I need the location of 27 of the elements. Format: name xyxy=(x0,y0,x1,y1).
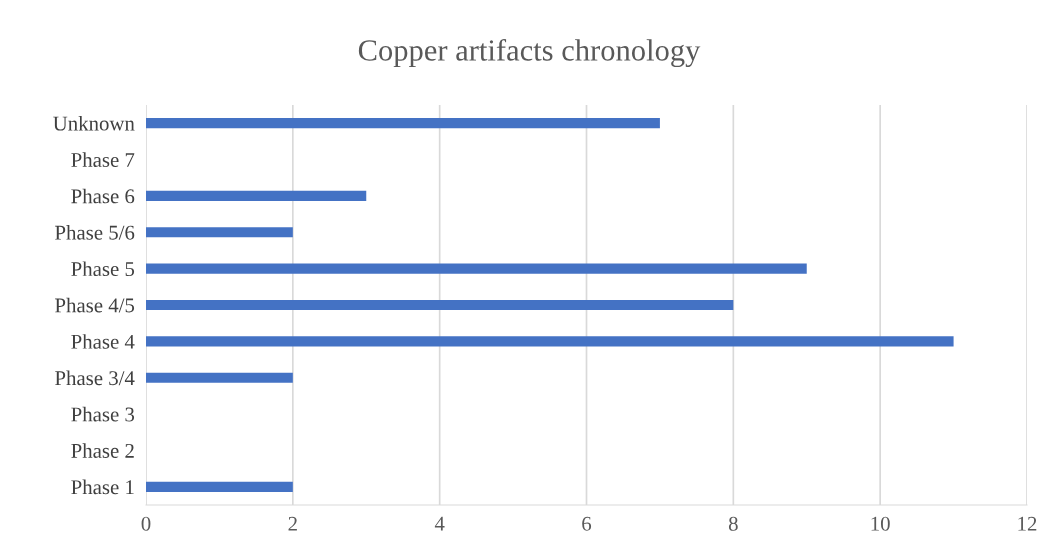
x-tick-label: 12 xyxy=(1018,516,1037,531)
bar xyxy=(146,227,293,238)
x-tick-label: 2 xyxy=(288,516,297,531)
bar xyxy=(146,118,660,129)
chart-title: Copper artifacts chronology xyxy=(358,38,701,68)
y-tick-label: Phase 6 xyxy=(71,188,135,204)
y-tick-label: Phase 4/5 xyxy=(55,297,135,313)
y-tick-label: Phase 3 xyxy=(71,406,135,422)
y-tick-label: Phase 5 xyxy=(71,261,135,277)
x-tick-label: 8 xyxy=(728,516,738,531)
y-tick-label: Phase 5/6 xyxy=(55,225,135,240)
y-tick-label: Unknown xyxy=(53,115,135,131)
x-tick-label: 0 xyxy=(141,516,151,531)
bar xyxy=(146,481,293,492)
y-tick-label: Phase 4 xyxy=(71,334,135,349)
y-tick-label: Phase 2 xyxy=(71,443,134,458)
y-tick-label: Phase 1 xyxy=(71,479,134,495)
x-tick-label: 10 xyxy=(871,516,890,531)
bar xyxy=(146,299,734,311)
y-tick-label: Phase 7 xyxy=(71,152,135,167)
bar xyxy=(146,372,293,383)
x-tick-label: 6 xyxy=(582,516,592,531)
bar xyxy=(146,190,367,201)
y-tick-label: Phase 3/4 xyxy=(55,370,135,386)
x-tick-label: 4 xyxy=(434,516,445,531)
bar xyxy=(146,336,954,347)
bar xyxy=(146,263,807,274)
